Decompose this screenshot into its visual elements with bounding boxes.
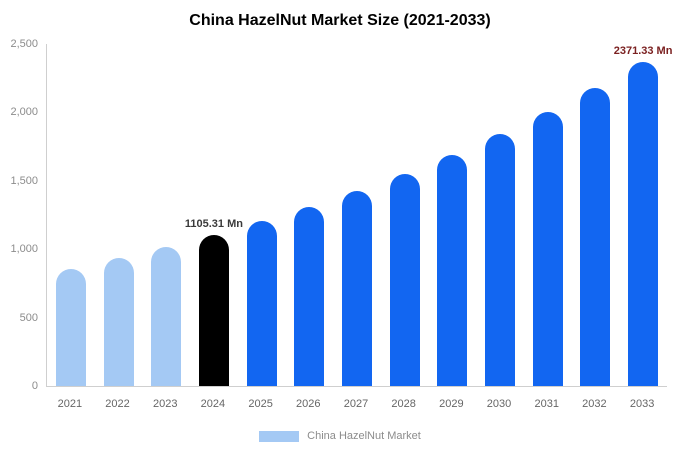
bar-slot-2029 xyxy=(429,44,477,386)
bar-2026[interactable] xyxy=(294,207,325,386)
bar-2032[interactable] xyxy=(580,88,611,386)
y-tick-500: 500 xyxy=(19,312,38,324)
x-tick-2022: 2022 xyxy=(105,398,130,410)
bar-2025[interactable] xyxy=(246,221,277,386)
bar-2023[interactable] xyxy=(151,247,182,386)
bar-slot-2025 xyxy=(238,44,286,386)
x-tick-2031: 2031 xyxy=(534,398,559,410)
x-tick-2033: 2033 xyxy=(629,398,655,410)
plot-area: 1105.31 Mn 2371.33 Mn xyxy=(46,44,672,387)
x-tick-2023: 2023 xyxy=(152,398,178,410)
bar-slot-2031 xyxy=(524,44,572,386)
x-tick-2025: 2025 xyxy=(248,398,273,410)
x-tick-2030: 2030 xyxy=(486,398,512,410)
bar-2031[interactable] xyxy=(532,112,563,386)
x-tick-2026: 2026 xyxy=(296,398,321,410)
bar-slot-2027 xyxy=(333,44,381,386)
x-tick-2027: 2027 xyxy=(343,398,369,410)
bar-2021[interactable] xyxy=(55,269,86,386)
bar-2028[interactable] xyxy=(389,174,420,386)
bar-slot-2032 xyxy=(572,44,620,386)
bar-2029[interactable] xyxy=(437,155,468,386)
bar-2024[interactable] xyxy=(198,235,229,386)
y-tick-2000: 2,000 xyxy=(10,106,38,118)
bar-2030[interactable] xyxy=(485,134,516,386)
x-tick-2028: 2028 xyxy=(391,398,416,410)
y-tick-2500: 2,500 xyxy=(10,38,38,50)
bar-slot-2022 xyxy=(95,44,143,386)
bar-value-label-2024: 1105.31 Mn xyxy=(184,218,243,230)
bar-slot-2024: 1105.31 Mn xyxy=(185,44,243,386)
legend-swatch xyxy=(259,430,300,442)
bar-slot-2028 xyxy=(381,44,429,386)
bar-2033[interactable] xyxy=(628,62,659,386)
legend[interactable]: China HazelNut Market xyxy=(0,430,680,442)
x-tick-2021: 2021 xyxy=(57,398,83,410)
bar-slot-2030 xyxy=(476,44,524,386)
y-axis-labels: 0 500 1,000 1,500 2,000 2,500 xyxy=(0,38,38,392)
bar-slot-2023 xyxy=(142,44,190,386)
x-tick-2029: 2029 xyxy=(439,398,464,410)
bar-2022[interactable] xyxy=(103,258,134,386)
y-tick-1500: 1,500 xyxy=(10,175,38,187)
x-tick-2032: 2032 xyxy=(582,398,607,410)
bar-2027[interactable] xyxy=(341,191,372,386)
bar-slot-2033: 2371.33 Mn xyxy=(614,44,672,386)
legend-label: China HazelNut Market xyxy=(307,430,421,442)
bar-value-label-2033: 2371.33 Mn xyxy=(613,45,673,57)
bar-slot-2026 xyxy=(285,44,333,386)
y-tick-1000: 1,000 xyxy=(10,243,38,255)
y-tick-0: 0 xyxy=(31,380,38,392)
x-axis-labels: 2021 2022 2023 2024 2025 2026 2027 2028 2029 2030… xyxy=(46,398,666,410)
x-tick-2024: 2024 xyxy=(200,398,226,410)
bar-slot-2021 xyxy=(47,44,95,386)
chart-title: China HazelNut Market Size (2021-2033) xyxy=(189,12,491,29)
